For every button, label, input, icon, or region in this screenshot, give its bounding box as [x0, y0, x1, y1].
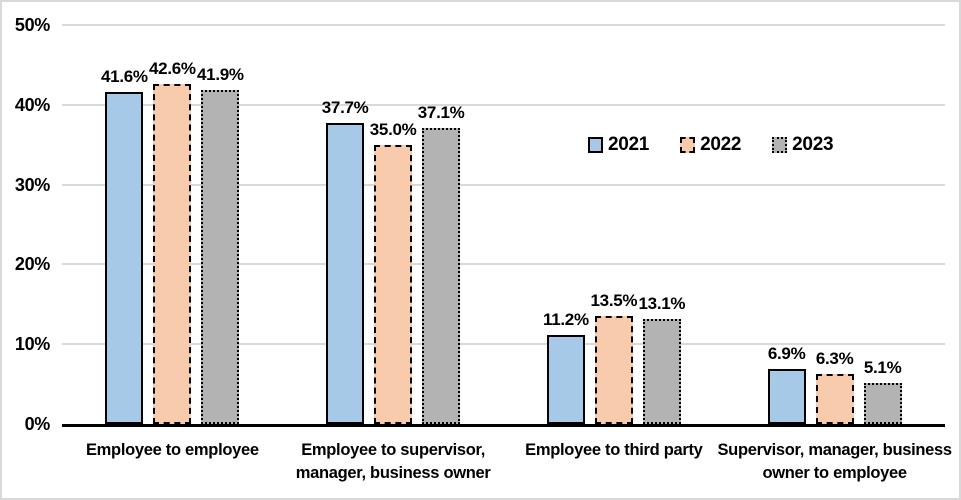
- bar-2021: [326, 123, 365, 424]
- y-tick-label: 20%: [14, 254, 50, 275]
- value-label-2022: 35.0%: [369, 119, 417, 139]
- legend: 2021 2022 2023: [588, 134, 834, 155]
- legend-item-2023: 2023: [772, 134, 834, 155]
- bar-2022: [374, 144, 413, 424]
- x-axis-labels: Employee to employee Employee to supervis…: [62, 439, 952, 485]
- category-label-2: Employee to supervisor, manager, business…: [283, 439, 504, 485]
- category-line: Employee to third party: [525, 441, 703, 459]
- bar-wrap-2023: 5.1%: [863, 358, 902, 424]
- bar-2022: [815, 373, 854, 424]
- gridline-30%: [62, 183, 945, 186]
- value-label-2023: 37.1%: [417, 102, 465, 122]
- gridline-50%: [62, 24, 945, 26]
- value-label-2022: 6.3%: [815, 348, 854, 368]
- legend-item-2022: 2022: [680, 135, 741, 155]
- category-label-3: Employee to third party: [504, 439, 725, 485]
- bar-wrap-2022: 35.0%: [370, 120, 417, 424]
- bar-2022: [594, 316, 633, 424]
- bar-wrap-2021: 37.7%: [322, 99, 369, 424]
- y-tick-label: 10%: [14, 334, 50, 355]
- bar-group-4: 6.9% 6.3% 5.1%: [724, 25, 945, 424]
- category-label-4: Supervisor, manager, business owner to em…: [717, 439, 952, 485]
- value-label-2023: 41.9%: [197, 64, 244, 84]
- category-line: manager, business owner: [295, 464, 491, 482]
- bar-wrap-2023: 37.1%: [418, 103, 465, 424]
- y-tick-label: 0%: [24, 414, 51, 434]
- category-line: Supervisor, manager, business: [717, 441, 952, 459]
- category-line: Employee to supervisor,: [301, 441, 486, 459]
- y-tick-label: 50%: [14, 15, 50, 35]
- bar-2022: [153, 84, 192, 424]
- bar-2021: [546, 334, 585, 424]
- bar-group-1: 41.6% 42.6% 41.9%: [62, 25, 283, 424]
- bar-2023: [863, 383, 902, 424]
- gridline-10%: [62, 343, 945, 346]
- plot-area: 41.6% 42.6% 41.9% 37.7% 35.0% 37.1% 11.2% 13.5%…: [62, 24, 945, 427]
- category-line: owner to employee: [762, 464, 907, 482]
- y-tick-label: 40%: [14, 94, 50, 115]
- gridline-20%: [62, 263, 945, 266]
- bar-2021: [767, 368, 806, 424]
- bar-wrap-2022: 6.3%: [815, 348, 854, 424]
- value-label-2021: 6.9%: [767, 343, 806, 363]
- value-label-2021: 41.6%: [101, 67, 148, 87]
- bar-groups: 41.6% 42.6% 41.9% 37.7% 35.0% 37.1% 11.2% 13.5%…: [62, 25, 945, 424]
- legend-label: 2021: [608, 134, 650, 155]
- legend-item-2021: 2021: [588, 135, 649, 155]
- bar-wrap-2022: 42.6%: [149, 60, 196, 424]
- bar-2023: [201, 89, 240, 424]
- bar-wrap-2021: 11.2%: [543, 310, 589, 424]
- legend-swatch-2023: [772, 137, 788, 153]
- legend-label: 2023: [792, 134, 834, 155]
- value-label-2023: 5.1%: [863, 358, 902, 378]
- value-label-2022: 42.6%: [149, 59, 196, 79]
- value-label-2021: 37.7%: [321, 98, 369, 118]
- bar-wrap-2023: 41.9%: [197, 65, 244, 424]
- bar-wrap-2021: 41.6%: [101, 68, 148, 424]
- bar-2023: [642, 319, 681, 424]
- bar-2021: [105, 92, 144, 424]
- legend-swatch-2022: [680, 137, 696, 153]
- bar-wrap-2021: 6.9%: [767, 343, 806, 424]
- bar-wrap-2023: 13.1%: [639, 295, 686, 424]
- bar-group-3: 11.2% 13.5% 13.1%: [504, 25, 725, 424]
- legend-swatch-2021: [588, 137, 603, 153]
- legend-label: 2022: [700, 134, 742, 155]
- value-label-2021: 11.2%: [543, 309, 589, 329]
- category-line: Employee to employee: [85, 441, 259, 459]
- value-label-2023: 13.1%: [638, 294, 686, 314]
- bar-wrap-2022: 13.5%: [591, 292, 638, 424]
- category-label-1: Employee to employee: [62, 439, 283, 485]
- y-tick-label: 30%: [14, 174, 50, 195]
- bar-2023: [422, 127, 461, 424]
- bar-group-2: 37.7% 35.0% 37.1%: [283, 25, 504, 424]
- value-label-2022: 13.5%: [590, 291, 638, 311]
- gridline-40%: [62, 103, 945, 106]
